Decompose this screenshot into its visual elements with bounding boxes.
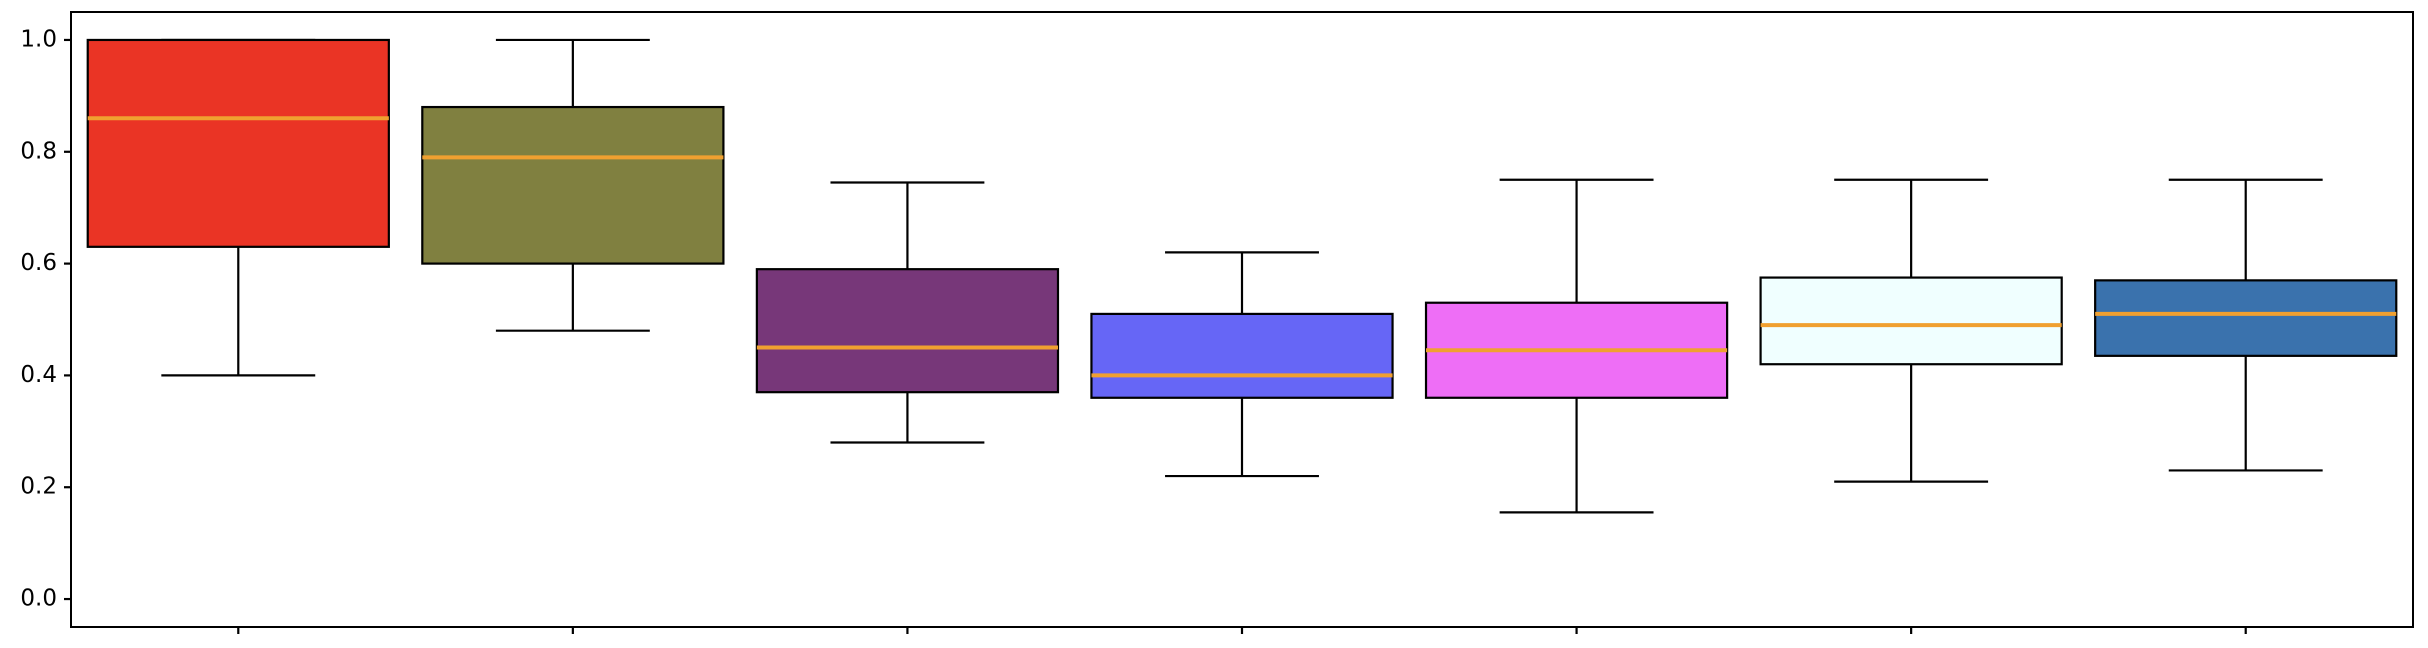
box [421, 105, 725, 265]
y-tick-label: 0.2 [20, 474, 57, 500]
box [755, 268, 1060, 394]
y-tick-label: 0.6 [20, 250, 57, 276]
box [1759, 276, 2063, 366]
y-tick-label: 0.4 [20, 362, 57, 388]
box [1090, 312, 1394, 399]
plot-frame [70, 11, 2414, 628]
y-tick-label: 1.0 [20, 26, 57, 52]
box [2094, 279, 2398, 357]
box [86, 38, 390, 248]
y-tick-label: 0.8 [20, 138, 57, 164]
y-tick-label: 0.0 [20, 586, 57, 612]
